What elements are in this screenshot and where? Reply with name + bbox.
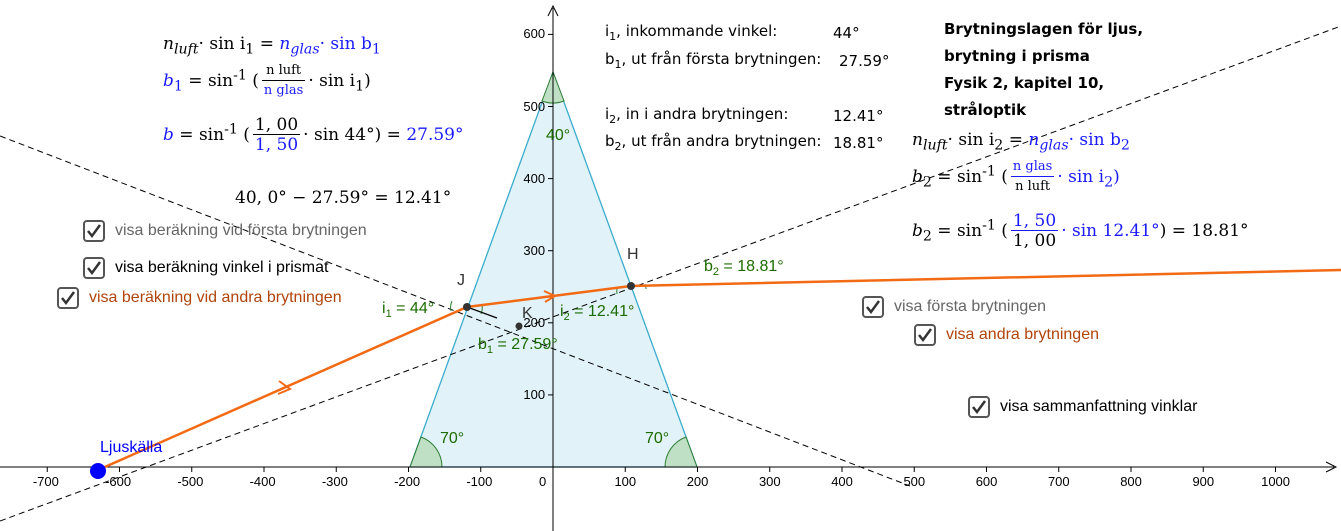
formula-prism-angle: 40, 0° − 27.59° = 12.41° — [235, 188, 452, 208]
x-tick-label: 0 — [539, 474, 547, 489]
checkbox-first-refraction-label[interactable]: visa första brytningen — [894, 298, 1047, 315]
checkbox-second-refraction-box[interactable] — [914, 324, 936, 346]
checkbox-first-refraction-box[interactable] — [862, 296, 884, 318]
y-tick-label: 600 — [523, 26, 546, 42]
x-tick-label: 400 — [831, 474, 853, 489]
x-tick-label: -200 — [394, 474, 421, 489]
normal-line-second — [0, 25, 1341, 522]
checkbox-prism-angle-label[interactable]: visa beräkning vinkel i prismat — [115, 259, 329, 276]
angle-b1-ray — [466, 306, 498, 319]
summary-line-4: b2, ut från andra brytningen: — [605, 132, 822, 153]
x-tick-label: 100 — [614, 474, 637, 489]
checkbox-summary-angles[interactable]: visa sammanfattning vinklar — [968, 396, 1197, 418]
page-title: Brytningslagen för ljus, brytning i pris… — [944, 16, 1143, 124]
checkbox-second-calc-label[interactable]: visa beräkning vid andra brytningen — [89, 289, 342, 306]
title-line-2: brytning i prisma — [944, 47, 1090, 65]
x-tick-label: 700 — [1047, 474, 1070, 489]
x-tick-label: 200 — [686, 474, 709, 489]
angle-i1-label: i1 = 44° — [382, 300, 435, 321]
right-base-angle-arc — [664, 436, 698, 468]
x-tick-label: -600 — [105, 474, 132, 489]
angle-i2-label: i2 = 12.41° — [560, 303, 635, 324]
y-axis-ticks — [548, 33, 553, 396]
point-h[interactable] — [627, 282, 635, 290]
check-icon — [61, 291, 76, 306]
check-icon — [866, 300, 881, 315]
apex-angle-label: 40° — [546, 127, 571, 144]
ray-arrow-1 — [277, 380, 293, 395]
checkbox-first-calc-label[interactable]: visa beräkning vid första brytningen — [115, 222, 367, 239]
x-tick-label: 300 — [758, 474, 781, 489]
formula-b1-general: b1 = sin-1 (n luft n glas · sin i1) — [163, 63, 371, 98]
checkbox-prism-angle-box[interactable] — [83, 257, 105, 279]
normal-line-first — [0, 135, 911, 487]
left-base-angle-arc — [409, 436, 443, 468]
title-line-1: Brytningslagen för ljus, — [944, 20, 1144, 38]
title-line-3: Fysik 2, kapitel 10, — [944, 74, 1105, 92]
x-tick-label: -700 — [32, 474, 59, 489]
summary-value-1: 44° — [833, 24, 860, 42]
x-tick-label: 800 — [1120, 474, 1142, 489]
checkbox-second-refraction[interactable]: visa andra brytningen — [914, 324, 1099, 346]
light-source-point[interactable] — [90, 463, 106, 479]
y-tick-label: 400 — [523, 170, 546, 186]
ray-arrow-2 — [543, 290, 558, 303]
angle-b2-label: b2 = 18.81° — [704, 258, 784, 279]
x-tick-label: 1000 — [1261, 474, 1291, 489]
formula-b2-values: b2 = sin-1 (1, 50 1, 00 · sin 12.41°) = 18… — [912, 211, 1249, 251]
checkbox-second-refraction-label[interactable]: visa andra brytningen — [946, 326, 1099, 343]
formula-snell-first: nluft· sin i1 = nglas· sin b1 — [163, 34, 381, 58]
summary-line-3: i2, in i andra brytningen: — [605, 105, 789, 126]
y-tick-label: 300 — [523, 242, 546, 258]
right-base-angle-label: 70° — [645, 430, 670, 447]
y-tick-label: 100 — [523, 386, 546, 402]
formula-b1-values: b = sin-1 (1, 00 1, 50 · sin 44°) = 27.59° — [163, 115, 464, 155]
title-line-4: stråloptik — [944, 101, 1027, 119]
angle-i1-arc — [450, 300, 453, 312]
check-icon — [972, 400, 987, 415]
point-j[interactable] — [463, 303, 471, 311]
x-tick-label: -500 — [177, 474, 204, 489]
summary-line-2: b1, ut från första brytningen: — [605, 50, 822, 71]
checkbox-second-calc-box[interactable] — [57, 287, 79, 309]
left-base-angle-label: 70° — [440, 430, 465, 447]
checkbox-first-calc-box[interactable] — [83, 220, 105, 242]
summary-value-3: 12.41° — [833, 107, 884, 125]
label-point-h: H — [627, 246, 639, 263]
x-tick-label: 900 — [1192, 474, 1215, 489]
y-axis-arrow — [547, 4, 559, 17]
checkbox-summary-angles-label[interactable]: visa sammanfattning vinklar — [1000, 398, 1198, 415]
x-axis-ticks — [46, 467, 1276, 472]
checkbox-prism-angle[interactable]: visa beräkning vinkel i prismat — [83, 257, 328, 279]
check-icon — [87, 261, 102, 276]
checkbox-summary-angles-box[interactable] — [968, 396, 990, 418]
summary-line-1: i1, inkommande vinkel: — [605, 22, 778, 43]
x-tick-label: 600 — [975, 474, 998, 489]
x-axis-arrow — [1325, 461, 1338, 473]
check-icon — [87, 224, 102, 239]
angle-b1-label: b1 = 27.59° — [478, 336, 558, 357]
formula-snell-second: nluft· sin i2 = nglas· sin b2 — [912, 130, 1130, 154]
x-tick-label: -400 — [249, 474, 276, 489]
label-point-j: J — [457, 272, 465, 289]
y-tick-label: 200 — [523, 314, 546, 330]
checkbox-first-refraction[interactable]: visa första brytningen — [862, 296, 1046, 318]
formula-b2-general: b2 = sin-1 (n glas n luft · sin i2) — [912, 159, 1120, 194]
point-k[interactable] — [515, 322, 523, 330]
checkbox-second-calc[interactable]: visa beräkning vid andra brytningen — [57, 287, 342, 309]
check-icon — [918, 328, 933, 343]
x-tick-label: -300 — [321, 474, 348, 489]
x-tick-label: -100 — [466, 474, 493, 489]
y-tick-label: 500 — [523, 98, 546, 114]
checkbox-first-calc[interactable]: visa beräkning vid första brytningen — [83, 220, 367, 242]
summary-value-2: 27.59° — [839, 52, 890, 70]
label-light-source: Ljuskälla — [100, 439, 163, 456]
light-ray[interactable] — [97, 268, 1341, 472]
x-tick-label: 500 — [903, 474, 926, 489]
label-point-k: K — [522, 305, 533, 322]
summary-value-4: 18.81° — [833, 134, 884, 152]
